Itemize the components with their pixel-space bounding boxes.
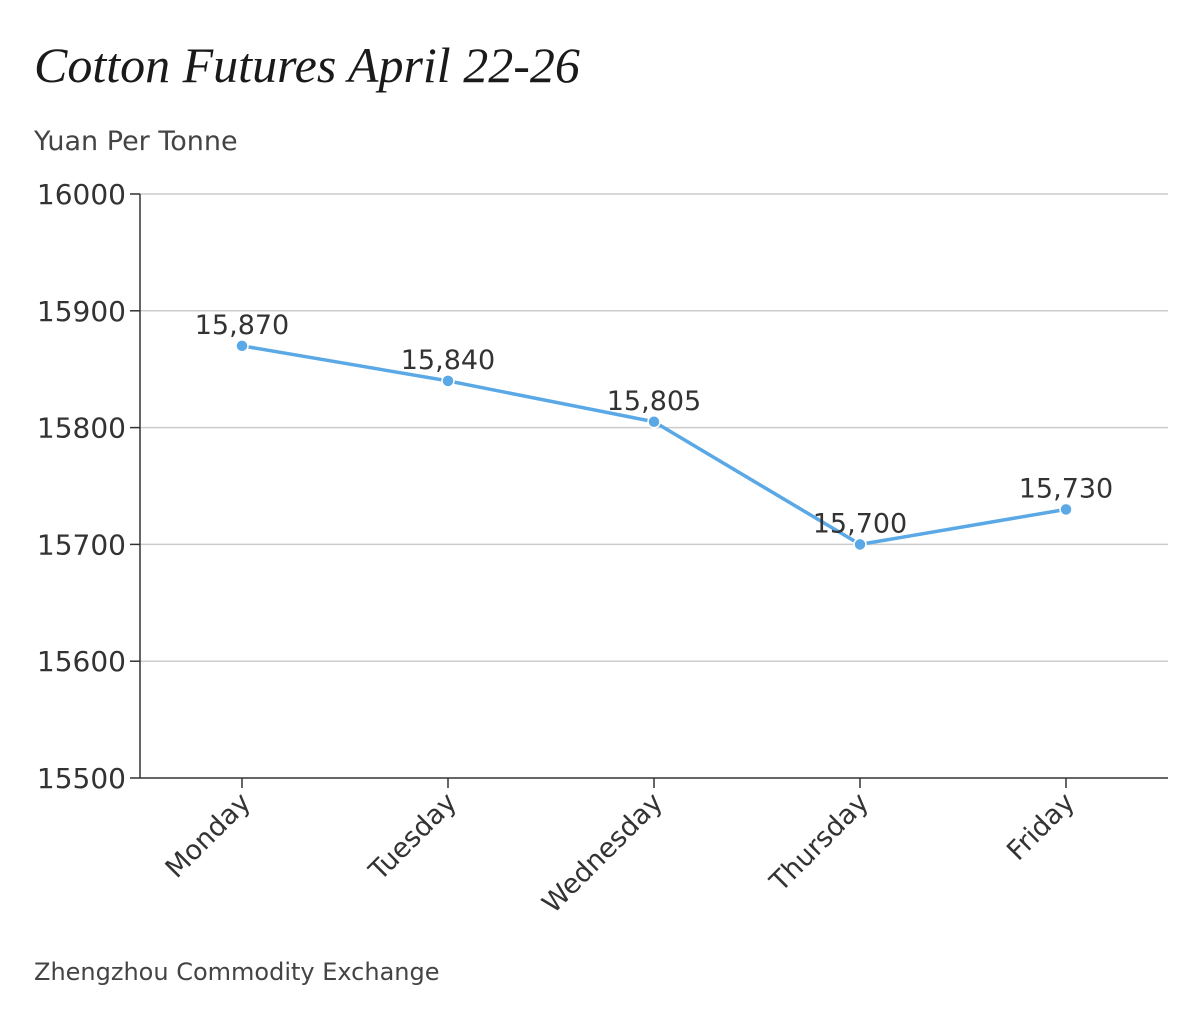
data-points	[235, 339, 1073, 552]
data-label: 15,840	[401, 345, 495, 376]
y-tick-label: 15700	[37, 528, 126, 561]
y-tick-label: 15500	[37, 762, 126, 795]
x-tick-label: Monday	[160, 787, 257, 884]
data-label: 15,700	[813, 508, 907, 539]
x-tick-label: Tuesday	[363, 787, 463, 887]
data-labels: 15,870 15,840 15,805 15,700 15,730	[195, 310, 1113, 540]
y-tick-label: 15800	[37, 412, 126, 445]
data-label: 15,805	[607, 386, 701, 417]
y-tick-label: 15900	[37, 295, 126, 328]
chart-title: Cotton Futures April 22-26	[34, 37, 580, 93]
series-polyline	[241, 344, 1067, 547]
data-point	[441, 374, 455, 388]
axes: 15500 15600 15700 15800 15900 16000 Monday Tues…	[37, 178, 1168, 919]
data-label: 15,730	[1019, 473, 1113, 504]
data-point	[647, 415, 661, 429]
data-point	[853, 537, 867, 552]
y-tick-label: 16000	[37, 178, 126, 211]
x-tick-label: Thursday	[764, 787, 875, 898]
x-tick-label: Friday	[1001, 787, 1081, 867]
x-tick-label: Wednesday	[536, 787, 668, 919]
series-line	[241, 344, 1067, 547]
data-point	[1059, 502, 1073, 517]
y-axis-unit-label: Yuan Per Tonne	[34, 126, 238, 157]
source-note: Zhengzhou Commodity Exchange	[34, 958, 440, 986]
y-tick-label: 15600	[37, 645, 126, 678]
data-label: 15,870	[195, 310, 289, 341]
data-point	[235, 339, 249, 353]
